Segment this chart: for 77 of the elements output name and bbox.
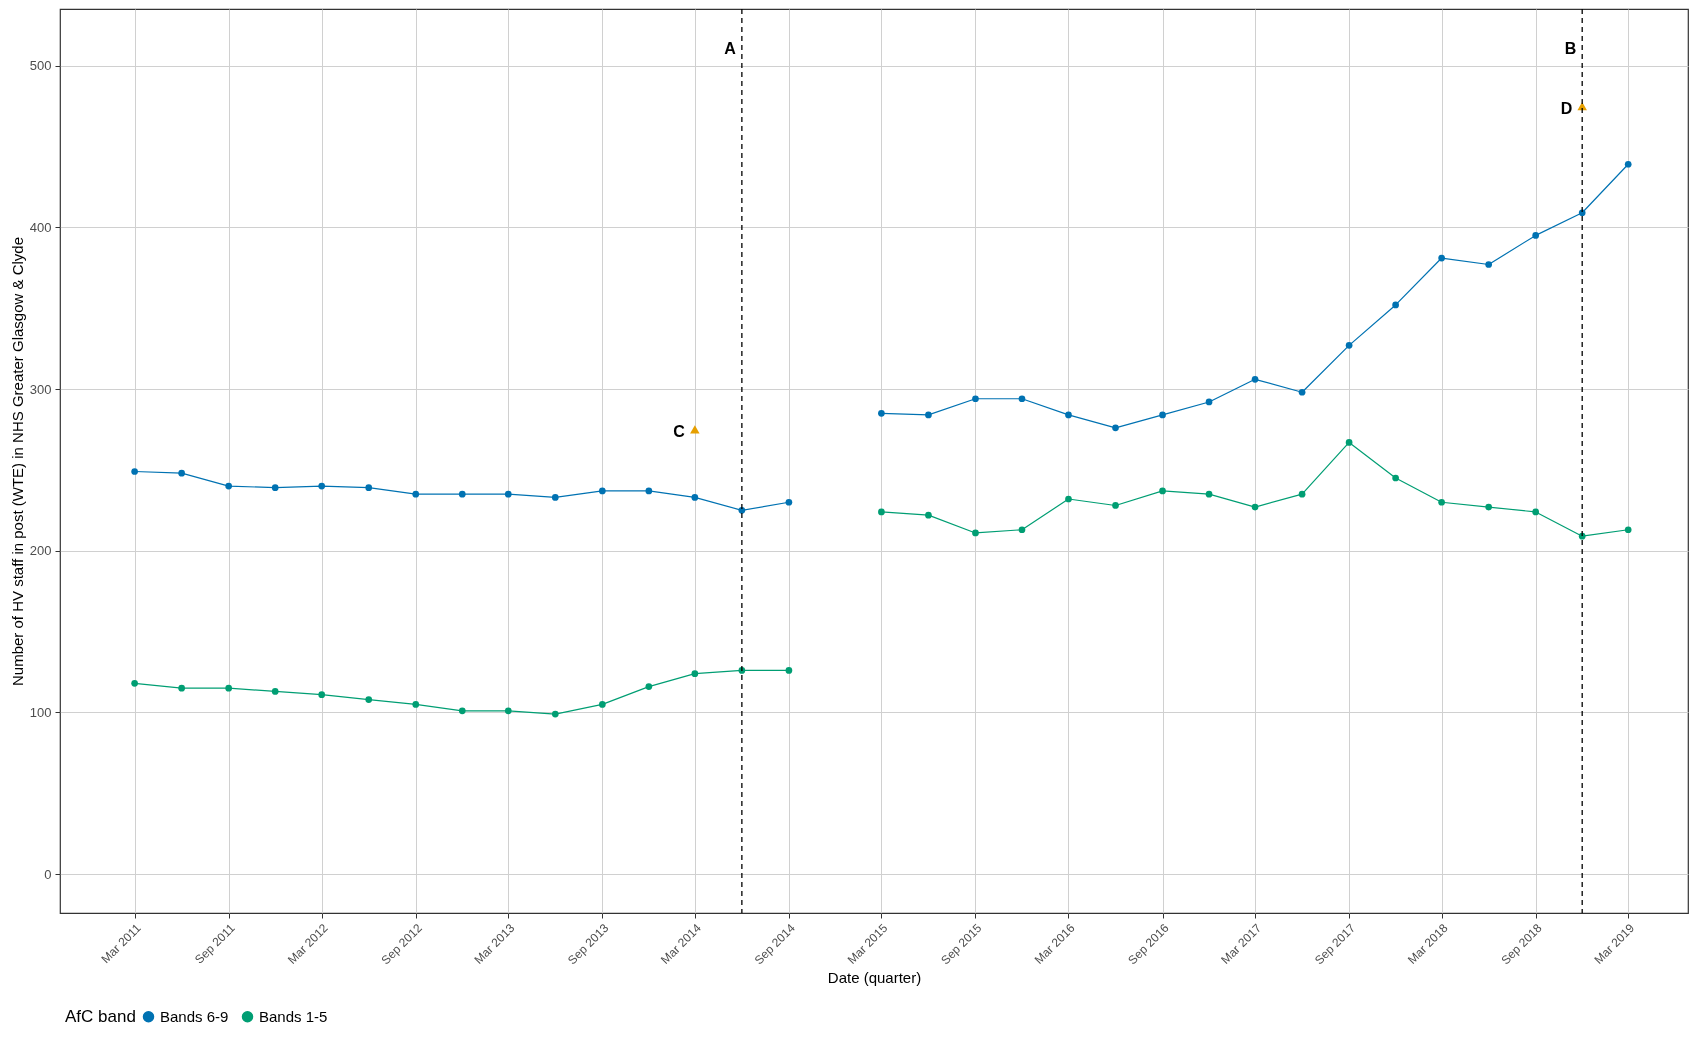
point [458, 490, 466, 498]
point [1112, 502, 1119, 509]
point [412, 701, 420, 708]
point [1018, 526, 1026, 534]
point [1345, 439, 1353, 446]
point [551, 494, 559, 501]
point [412, 490, 420, 498]
point [690, 425, 700, 434]
y-tick-label: 0 [44, 866, 52, 882]
point [785, 498, 793, 506]
point [225, 482, 233, 490]
point [785, 667, 793, 674]
point [1578, 209, 1586, 217]
point [1159, 487, 1166, 495]
annotation: D [1560, 100, 1573, 118]
point [1251, 375, 1259, 383]
y-tick-label: 300 [29, 381, 52, 397]
y-tick-label: 500 [29, 58, 52, 74]
point [271, 484, 279, 492]
point [1438, 254, 1445, 262]
point [878, 409, 885, 417]
point [878, 508, 885, 516]
point [1251, 503, 1259, 511]
point [1018, 395, 1026, 403]
point [1485, 503, 1493, 511]
point [1159, 411, 1166, 419]
point [131, 680, 138, 687]
point [178, 469, 186, 477]
y-tick-label: 200 [29, 543, 52, 559]
annotation: C [673, 423, 686, 441]
ref-line-label: B [1564, 40, 1577, 57]
point [1485, 261, 1493, 268]
point [1205, 490, 1213, 498]
legend-label: Bands 6-9 [160, 1007, 229, 1025]
point [1065, 411, 1072, 419]
point [1298, 388, 1306, 396]
point [1624, 526, 1632, 534]
point [1624, 160, 1632, 168]
point [925, 511, 932, 519]
point [1532, 232, 1540, 239]
point [645, 683, 653, 690]
y-axis-title: Number of HV staff in post (WTE) in NHS Greater Glasgow & Clyde [8, 236, 26, 687]
y-tick-label: 100 [29, 704, 52, 720]
point [691, 670, 699, 678]
point [318, 482, 326, 490]
point [691, 494, 699, 501]
point [1392, 301, 1399, 309]
legend-title: AfC band [65, 1007, 136, 1026]
point [365, 484, 373, 492]
point [365, 696, 373, 703]
x-axis-title: Date (quarter) [827, 968, 922, 986]
point [598, 701, 606, 708]
point [925, 411, 932, 419]
point [551, 710, 559, 718]
legend-label: Bands 1-5 [259, 1007, 328, 1025]
point [225, 684, 233, 692]
point [178, 684, 186, 692]
point [1392, 474, 1399, 482]
point [972, 529, 979, 537]
point [1438, 498, 1445, 506]
point [271, 688, 279, 695]
point [1345, 342, 1353, 349]
point [1065, 495, 1072, 503]
y-tick-label: 400 [29, 219, 52, 235]
point [504, 707, 512, 715]
point [1205, 398, 1213, 406]
point [972, 395, 979, 403]
point [1112, 424, 1119, 432]
point [318, 691, 326, 699]
point [131, 468, 138, 475]
point [598, 487, 606, 495]
point [1532, 508, 1540, 516]
point [458, 707, 466, 715]
point [1298, 490, 1306, 498]
point [645, 487, 653, 495]
point [504, 490, 512, 498]
ref-line-label: A [724, 40, 737, 57]
